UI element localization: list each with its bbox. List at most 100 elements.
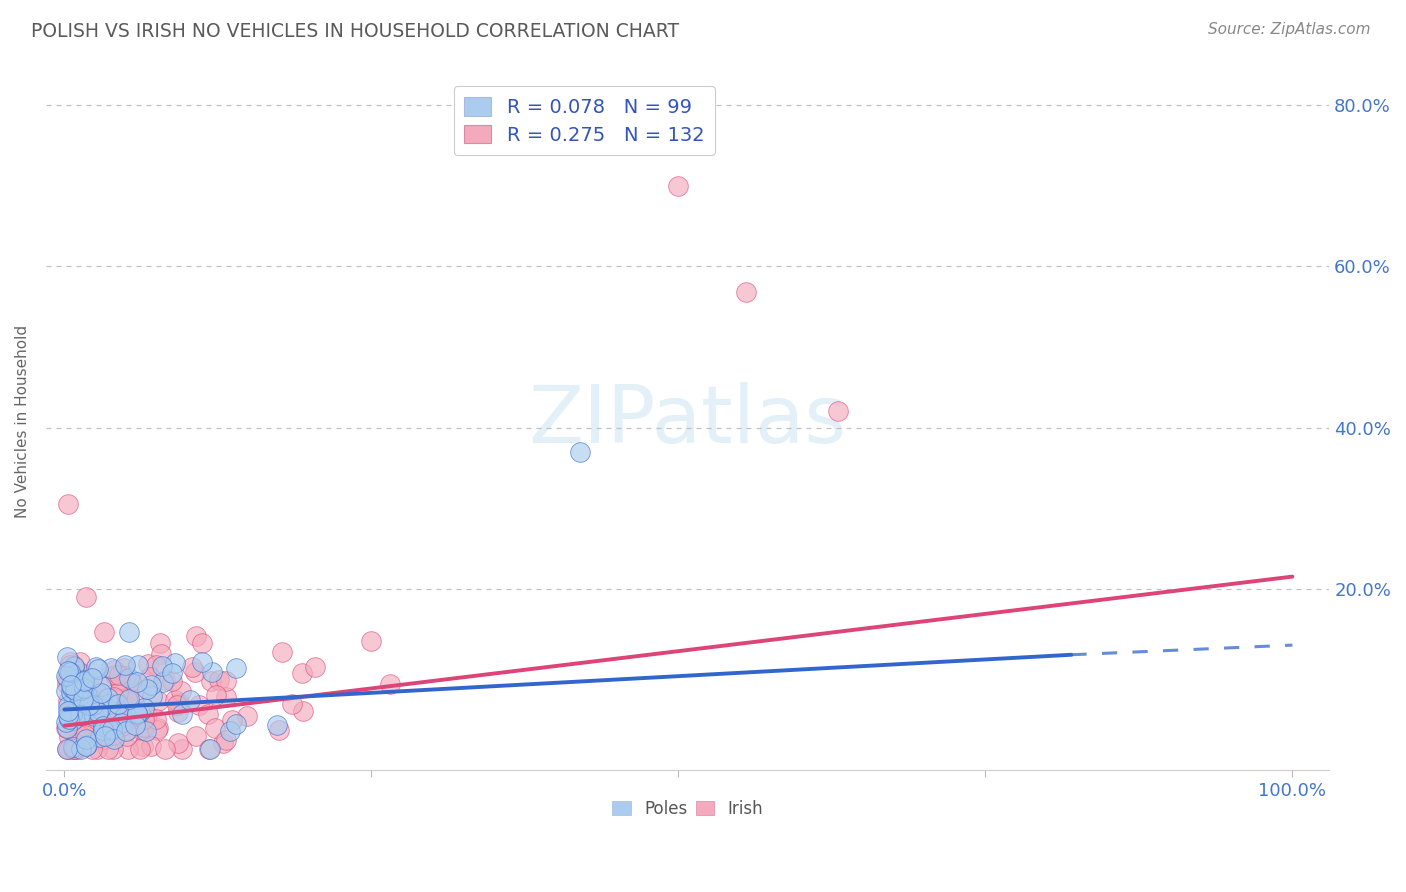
- Point: [62, 714, 84, 728]
- Point: [75, 732, 97, 747]
- Point: [65, 682, 87, 697]
- Legend: Poles, Irish: Poles, Irish: [606, 793, 769, 824]
- Point: [146, 721, 169, 735]
- Point: [80, 705, 103, 719]
- Point: [62, 742, 84, 756]
- Point: [87, 687, 110, 701]
- Point: [63, 742, 86, 756]
- Point: [292, 704, 315, 718]
- Point: [114, 723, 136, 738]
- Point: [115, 692, 138, 706]
- Point: [89, 730, 111, 744]
- Point: [125, 674, 148, 689]
- Point: [117, 723, 139, 738]
- Point: [65, 685, 87, 699]
- Point: [60, 706, 83, 721]
- Point: [132, 739, 155, 753]
- Point: [107, 698, 129, 712]
- Point: [69, 708, 91, 723]
- Point: [63, 659, 86, 673]
- Point: [59, 703, 82, 717]
- Point: [56, 497, 79, 511]
- Point: [58, 655, 80, 669]
- Point: [215, 733, 238, 747]
- Text: ZIPatlas: ZIPatlas: [529, 383, 846, 460]
- Point: [70, 742, 93, 756]
- Point: [63, 702, 86, 716]
- Point: [136, 708, 159, 723]
- Point: [59, 710, 82, 724]
- Point: [172, 707, 194, 722]
- Point: [83, 709, 105, 723]
- Point: [63, 672, 86, 686]
- Point: [72, 691, 94, 706]
- Point: [97, 713, 120, 727]
- Point: [141, 739, 163, 753]
- Point: [104, 667, 127, 681]
- Point: [166, 736, 188, 750]
- Point: [125, 706, 148, 721]
- Point: [103, 705, 125, 719]
- Point: [219, 724, 242, 739]
- Point: [200, 673, 222, 688]
- Point: [132, 720, 155, 734]
- Point: [205, 688, 228, 702]
- Point: [55, 714, 77, 729]
- Point: [146, 723, 169, 737]
- Point: [58, 712, 80, 726]
- Point: [63, 676, 86, 690]
- Point: [59, 707, 82, 722]
- Point: [191, 635, 214, 649]
- Point: [132, 701, 155, 715]
- Point: [127, 657, 149, 672]
- Point: [87, 705, 110, 719]
- Point: [59, 685, 82, 699]
- Point: [58, 742, 80, 756]
- Point: [98, 697, 121, 711]
- Point: [668, 178, 690, 193]
- Point: [214, 674, 236, 689]
- Point: [58, 694, 80, 708]
- Point: [170, 742, 193, 756]
- Point: [112, 661, 135, 675]
- Point: [160, 673, 183, 688]
- Point: [77, 716, 100, 731]
- Point: [58, 658, 80, 673]
- Point: [187, 698, 209, 712]
- Point: [62, 740, 84, 755]
- Point: [201, 665, 224, 680]
- Point: [69, 655, 91, 669]
- Point: [117, 625, 139, 640]
- Point: [55, 721, 77, 735]
- Point: [91, 719, 114, 733]
- Point: [70, 708, 93, 723]
- Point: [101, 728, 124, 742]
- Point: [90, 706, 112, 720]
- Point: [160, 666, 183, 681]
- Point: [179, 693, 201, 707]
- Point: [96, 696, 118, 710]
- Point: [90, 679, 112, 693]
- Point: [87, 662, 110, 676]
- Point: [197, 742, 219, 756]
- Point: [204, 721, 226, 735]
- Point: [167, 706, 190, 720]
- Point: [72, 667, 94, 681]
- Point: [153, 742, 176, 756]
- Point: [65, 714, 87, 729]
- Point: [77, 698, 100, 712]
- Point: [84, 660, 107, 674]
- Point: [56, 721, 79, 735]
- Point: [65, 690, 87, 704]
- Point: [79, 689, 101, 703]
- Point: [56, 677, 79, 691]
- Point: [66, 742, 89, 756]
- Point: [166, 698, 188, 713]
- Point: [129, 705, 152, 719]
- Point: [69, 683, 91, 698]
- Point: [186, 629, 208, 643]
- Point: [73, 674, 96, 689]
- Point: [73, 673, 96, 688]
- Point: [146, 694, 169, 708]
- Point: [63, 693, 86, 707]
